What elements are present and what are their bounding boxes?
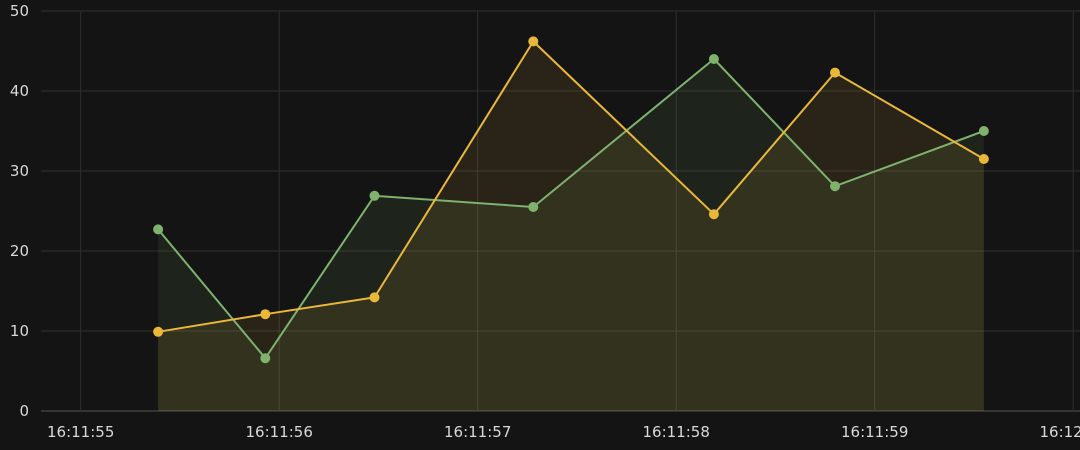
- y-tick-label: 30: [10, 162, 29, 180]
- y-axis-labels: 0 10 20 30 40 50: [10, 2, 29, 420]
- series-1-point[interactable]: [978, 126, 989, 136]
- series-1-point[interactable]: [708, 54, 719, 64]
- series-2-point[interactable]: [369, 292, 380, 303]
- x-tick-label: 16:11:59: [841, 423, 908, 441]
- series-2-point[interactable]: [260, 309, 271, 320]
- series-2-area: [158, 41, 984, 412]
- y-tick-label: 40: [10, 82, 29, 100]
- series-2-point[interactable]: [830, 67, 840, 78]
- series-1-point[interactable]: [260, 353, 271, 364]
- series-1-point[interactable]: [830, 181, 840, 192]
- series-1-point[interactable]: [528, 202, 539, 212]
- y-tick-label: 10: [10, 322, 29, 340]
- series-1-point[interactable]: [153, 224, 164, 235]
- series-2-point[interactable]: [153, 326, 164, 337]
- series-fills: [158, 41, 984, 412]
- x-tick-label: 16:11:55: [47, 423, 114, 441]
- x-tick-label: 16:11:58: [643, 423, 710, 441]
- x-tick-label: 16:12:00: [1040, 423, 1080, 441]
- grid: [41, 10, 1080, 412]
- x-tick-label: 16:11:57: [444, 423, 511, 441]
- x-tick-label: 16:11:56: [246, 423, 313, 441]
- series-1-point[interactable]: [369, 190, 380, 201]
- y-tick-label: 0: [19, 402, 29, 420]
- series-points: [153, 36, 989, 364]
- series-2-point[interactable]: [528, 36, 539, 47]
- x-axis-labels: 16:11:55 16:11:56 16:11:57 16:11:58 16:11:59…: [47, 423, 1080, 441]
- y-tick-label: 20: [10, 242, 29, 260]
- y-tick-label: 50: [10, 2, 29, 20]
- series-2-point[interactable]: [978, 154, 989, 164]
- series-2-point[interactable]: [708, 209, 719, 220]
- series-1-area: [158, 59, 984, 411]
